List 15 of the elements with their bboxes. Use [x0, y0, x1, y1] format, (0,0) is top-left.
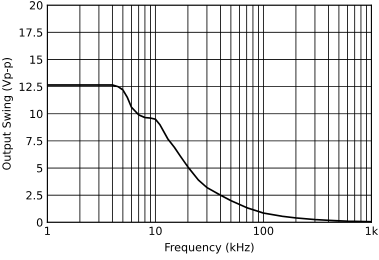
y-tick-label: 15	[30, 56, 42, 64]
y-tick-label: 2.5	[26, 191, 42, 200]
y-tick-label: 17.5	[20, 28, 42, 37]
x-tick-label: 100	[254, 226, 274, 236]
y-tick-label: 10	[30, 110, 42, 118]
x-axis-title: Frequency (kHz)	[165, 242, 254, 254]
y-tick-label: 20	[30, 1, 42, 10]
y-tick-label: 7.5	[26, 137, 42, 146]
x-tick-label: 1k	[366, 226, 378, 235]
x-tick-label: 10	[150, 226, 162, 236]
y-tick-label: 0	[36, 218, 42, 227]
y-tick-label: 5	[36, 164, 42, 172]
x-tick-label: 1	[45, 226, 50, 235]
y-axis-title: Output Swing (Vp-p)	[2, 58, 13, 170]
y-tick-label: 12.5	[20, 82, 42, 91]
